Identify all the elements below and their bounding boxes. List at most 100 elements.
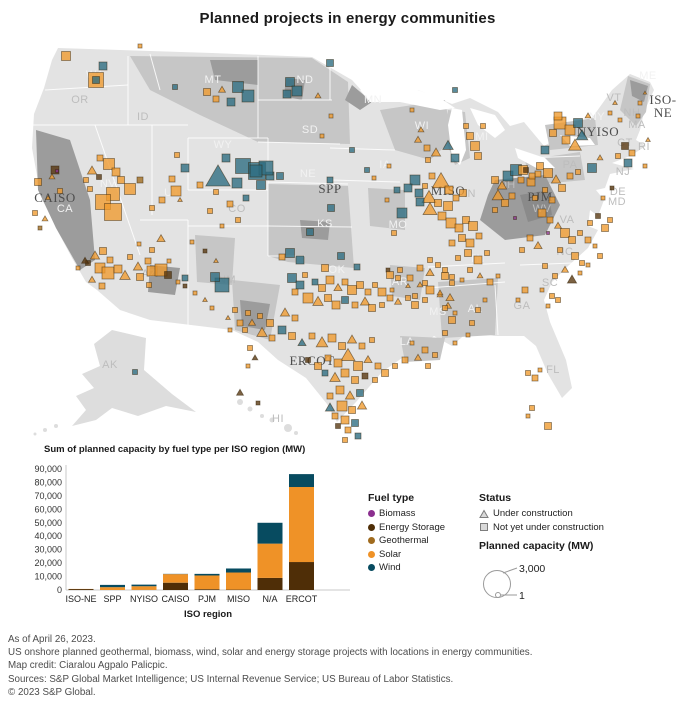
project-marker bbox=[295, 255, 305, 265]
project-marker bbox=[462, 216, 470, 224]
project-marker bbox=[302, 292, 314, 304]
project-marker bbox=[285, 77, 295, 87]
fuel-color-swatch bbox=[368, 537, 375, 545]
project-marker bbox=[351, 419, 359, 427]
project-marker bbox=[347, 285, 357, 295]
project-marker bbox=[92, 76, 100, 84]
project-marker bbox=[137, 43, 143, 49]
project-marker bbox=[101, 266, 115, 280]
project-marker bbox=[442, 305, 448, 311]
state-label-ny: NY bbox=[589, 111, 605, 123]
project-marker bbox=[467, 267, 473, 273]
project-marker bbox=[251, 354, 259, 361]
project-marker bbox=[484, 250, 490, 256]
project-marker bbox=[389, 287, 395, 293]
alaska bbox=[72, 330, 196, 426]
y-tick-label: 10,000 bbox=[34, 572, 62, 582]
iso-label-ercot: ERCOT bbox=[289, 353, 334, 368]
project-marker bbox=[324, 402, 336, 412]
project-marker bbox=[368, 304, 376, 312]
project-marker bbox=[452, 310, 458, 316]
iso-label-caiso: CAISO bbox=[34, 190, 76, 205]
project-marker bbox=[124, 183, 136, 195]
project-marker bbox=[255, 400, 261, 406]
project-marker bbox=[327, 204, 335, 212]
project-marker bbox=[523, 167, 529, 173]
fuel-color-swatch bbox=[368, 550, 375, 558]
project-marker bbox=[99, 247, 107, 255]
project-marker bbox=[224, 314, 232, 320]
state-label-sc: SC bbox=[542, 277, 558, 289]
project-marker bbox=[415, 197, 425, 207]
project-marker bbox=[337, 252, 345, 260]
project-marker bbox=[546, 216, 554, 224]
footer-notes: As of April 26, 2023. US onshore planned … bbox=[8, 633, 532, 699]
project-marker bbox=[256, 180, 266, 190]
us-map: WAORIDMTWYNVUTCOCAAZNMNDSDNEKSOKMNIAWIMO… bbox=[30, 43, 676, 443]
project-marker bbox=[359, 296, 371, 306]
bar-segment-solar bbox=[100, 587, 125, 590]
project-marker bbox=[628, 149, 636, 157]
project-marker bbox=[344, 390, 356, 400]
project-marker bbox=[348, 406, 356, 414]
project-marker bbox=[247, 318, 257, 326]
project-marker bbox=[268, 334, 276, 342]
project-marker bbox=[444, 185, 454, 195]
project-marker bbox=[391, 230, 397, 236]
project-marker bbox=[442, 139, 454, 150]
page-title: Planned projects in energy communities bbox=[199, 10, 496, 27]
iso-label-nyiso: NYISO bbox=[577, 124, 619, 139]
project-marker bbox=[536, 162, 544, 170]
state-label-ri: RI bbox=[638, 141, 650, 153]
project-marker bbox=[245, 310, 251, 316]
project-marker bbox=[318, 284, 326, 292]
project-marker bbox=[416, 264, 424, 272]
project-marker bbox=[356, 400, 368, 410]
project-marker bbox=[412, 293, 418, 299]
project-marker bbox=[592, 243, 598, 249]
project-marker bbox=[381, 369, 389, 377]
project-marker bbox=[326, 59, 334, 67]
state-label-nv: NV bbox=[100, 178, 116, 190]
capacity-legend-title: Planned capacity (MW) bbox=[479, 540, 594, 552]
project-marker bbox=[422, 201, 438, 215]
project-marker bbox=[430, 147, 442, 157]
project-marker bbox=[417, 126, 425, 133]
project-marker bbox=[202, 248, 208, 254]
project-marker bbox=[212, 257, 220, 263]
y-tick-label: 0 bbox=[57, 585, 62, 595]
project-marker bbox=[335, 423, 341, 429]
project-marker bbox=[463, 123, 469, 129]
project-marker bbox=[182, 283, 188, 289]
project-marker bbox=[180, 163, 190, 173]
project-marker bbox=[279, 307, 291, 317]
state-label-vt: VT bbox=[606, 92, 621, 104]
project-marker bbox=[156, 233, 166, 243]
project-marker bbox=[98, 282, 106, 290]
project-marker bbox=[341, 278, 349, 286]
state-label-nj: NJ bbox=[616, 166, 630, 178]
project-marker bbox=[288, 332, 296, 340]
project-marker bbox=[575, 129, 589, 141]
fuel-legend-item-energy-storage: Energy Storage bbox=[368, 521, 445, 535]
state-label-me: ME bbox=[639, 70, 657, 82]
fuel-legend-label: Solar bbox=[379, 548, 402, 560]
project-marker bbox=[465, 238, 475, 248]
project-marker bbox=[405, 295, 411, 301]
state-label-ks: KS bbox=[317, 218, 333, 230]
project-marker bbox=[585, 262, 591, 268]
bar-segment-wind bbox=[226, 568, 251, 573]
project-marker bbox=[568, 236, 576, 244]
project-marker bbox=[61, 51, 71, 61]
project-marker bbox=[486, 278, 494, 286]
project-marker bbox=[427, 257, 433, 263]
project-marker bbox=[539, 287, 545, 293]
project-marker bbox=[174, 152, 180, 158]
project-marker bbox=[333, 282, 343, 292]
y-tick-label: 70,000 bbox=[34, 491, 62, 501]
project-marker bbox=[363, 354, 373, 364]
project-marker bbox=[136, 273, 144, 281]
project-marker bbox=[482, 297, 488, 303]
project-marker bbox=[213, 189, 219, 195]
state-label-ne: NE bbox=[300, 168, 316, 180]
